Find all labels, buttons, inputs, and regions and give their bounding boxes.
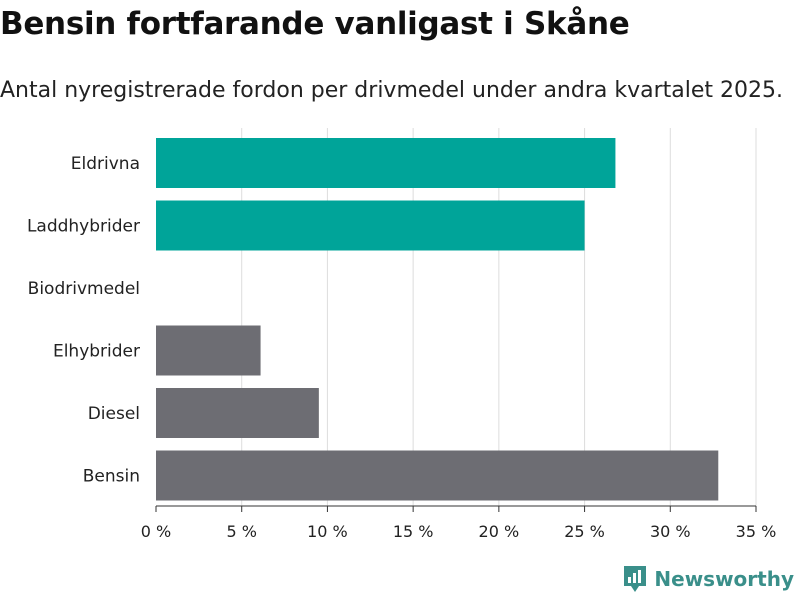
- x-tick-label: 25 %: [564, 522, 605, 541]
- bar-chart-badge-icon: [624, 566, 647, 592]
- bar-diesel: [156, 388, 319, 438]
- x-tick-label: 10 %: [307, 522, 348, 541]
- category-label: Biodrivmedel: [28, 279, 140, 299]
- brand-logo: Newsworthy: [622, 564, 794, 594]
- bar-laddhybrider: [156, 200, 585, 251]
- bar-eldrivna: [156, 138, 616, 188]
- grid-lines: [241, 128, 757, 506]
- bar-elhybrider: [156, 325, 261, 376]
- x-tick-label: 5 %: [226, 522, 256, 541]
- bar-bensin: [156, 450, 719, 501]
- axes: 0 % 5 % 10 % 15 % 20 % 25 % 30 % 35 % Eldrivna La…: [27, 154, 776, 541]
- category-label: Elhybrider: [53, 342, 140, 362]
- category-label: Laddhybrider: [27, 217, 140, 237]
- x-tick-label: 0 %: [141, 522, 171, 541]
- category-label: Eldrivna: [71, 154, 140, 174]
- category-label: Bensin: [83, 467, 140, 487]
- x-tick-label: 15 %: [393, 522, 434, 541]
- chart-subtitle: Antal nyregistrerade fordon per drivmede…: [0, 78, 783, 103]
- x-tick-label: 30 %: [650, 522, 691, 541]
- x-tick-label: 35 %: [736, 522, 777, 541]
- brand-name: Newsworthy: [654, 567, 794, 591]
- bars: [156, 138, 719, 501]
- x-tick-label: 20 %: [479, 522, 520, 541]
- category-label: Diesel: [88, 404, 140, 424]
- chart-title: Bensin fortfarande vanligast i Skåne: [0, 6, 630, 42]
